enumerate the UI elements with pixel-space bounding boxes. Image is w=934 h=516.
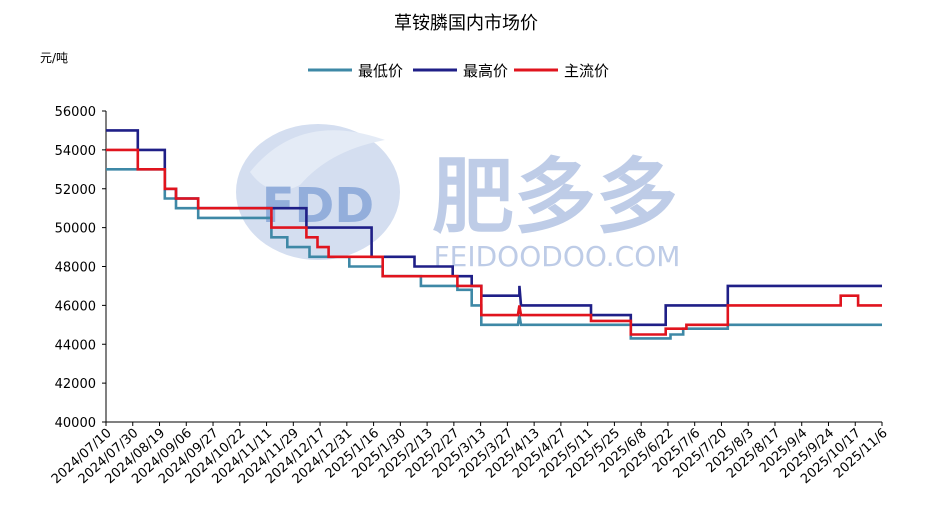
y-tick-label: 50000 (55, 222, 96, 237)
legend-label-max: 最高价 (463, 62, 508, 80)
watermark-logo-text: FDD (262, 178, 374, 234)
watermark: FDD 肥多多 FEIDOODOO.COM (236, 124, 680, 273)
y-tick-label: 44000 (55, 338, 96, 353)
series-line-main (106, 148, 882, 336)
series-line-min (106, 168, 882, 340)
y-tick-label: 46000 (55, 299, 96, 314)
y-axis-ticks: 40000 42000 44000 46000 48000 50000 52000 54000… (55, 105, 106, 431)
y-tick-label: 42000 (55, 377, 96, 392)
legend-label-main: 主流价 (564, 62, 609, 80)
y-axis-unit-label: 元/吨 (40, 51, 68, 65)
watermark-cn-text: 肥多多 (432, 150, 678, 245)
y-tick-label: 54000 (55, 144, 96, 159)
y-tick-label: 56000 (55, 105, 96, 120)
watermark-domain-text: FEIDOODOO.COM (434, 240, 681, 273)
series-group (106, 129, 882, 340)
x-axis-ticks: 2024/07/102024/07/302024/08/192024/09/06… (49, 422, 891, 487)
chart-title: 草铵膦国内市场价 (394, 13, 538, 34)
watermark-logo-leaf (250, 130, 385, 191)
legend-label-min: 最低价 (358, 62, 403, 80)
y-tick-label: 52000 (55, 183, 96, 198)
legend: 最低价 最高价 主流价 (308, 62, 609, 80)
y-tick-label: 40000 (55, 416, 96, 431)
y-tick-label: 48000 (55, 261, 96, 276)
